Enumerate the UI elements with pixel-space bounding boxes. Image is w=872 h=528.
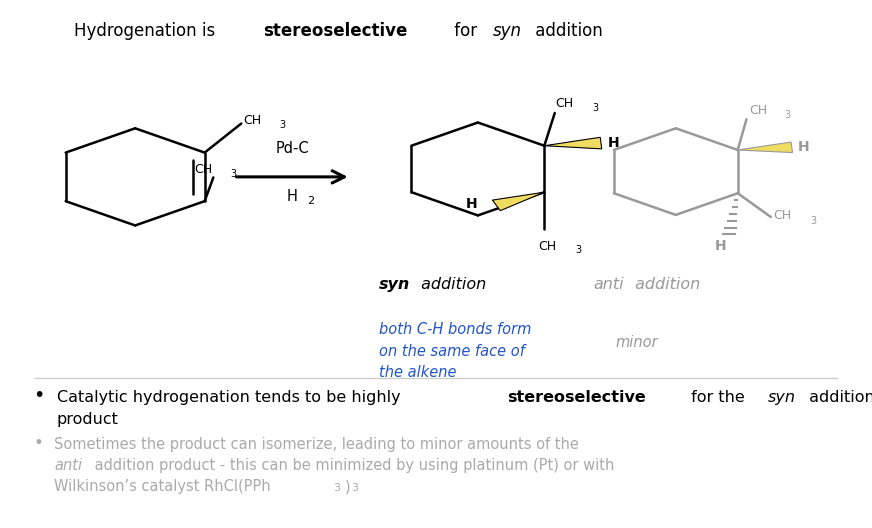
Text: Hydrogenation is: Hydrogenation is bbox=[74, 22, 221, 40]
Text: 3: 3 bbox=[810, 216, 816, 225]
Text: 3: 3 bbox=[784, 110, 790, 119]
Text: H: H bbox=[714, 239, 726, 253]
Text: ): ) bbox=[345, 479, 351, 494]
Text: for the: for the bbox=[685, 390, 750, 404]
Text: addition: addition bbox=[630, 277, 700, 291]
Text: CH: CH bbox=[538, 240, 556, 253]
Text: CH: CH bbox=[194, 163, 212, 176]
Text: 3: 3 bbox=[334, 483, 341, 493]
Text: minor: minor bbox=[616, 335, 657, 350]
Text: 2: 2 bbox=[307, 196, 314, 205]
Text: Pd-C: Pd-C bbox=[276, 142, 309, 156]
Text: for: for bbox=[449, 22, 483, 40]
Text: H: H bbox=[287, 189, 297, 204]
Text: addition: addition bbox=[416, 277, 487, 291]
Text: 3: 3 bbox=[231, 169, 237, 178]
Text: •: • bbox=[33, 434, 43, 452]
Text: CH: CH bbox=[749, 104, 767, 117]
Text: H: H bbox=[466, 197, 477, 211]
Text: syn: syn bbox=[379, 277, 411, 291]
Text: 3: 3 bbox=[575, 245, 581, 255]
Text: CH: CH bbox=[243, 115, 261, 127]
Text: Wilkinson’s catalyst RhCl(PPh: Wilkinson’s catalyst RhCl(PPh bbox=[54, 479, 270, 494]
Text: product: product bbox=[57, 412, 119, 427]
Text: 3: 3 bbox=[351, 483, 358, 493]
Text: addition product - this can be minimized by using platinum (Pt) or with: addition product - this can be minimized… bbox=[91, 458, 615, 473]
Text: 3: 3 bbox=[592, 103, 598, 112]
Text: addition: addition bbox=[530, 22, 603, 40]
Text: anti: anti bbox=[54, 458, 82, 473]
Text: syn: syn bbox=[493, 22, 521, 40]
Text: Sometimes the product can isomerize, leading to minor amounts of the: Sometimes the product can isomerize, lea… bbox=[54, 437, 579, 452]
Text: addition: addition bbox=[804, 390, 872, 404]
Text: H: H bbox=[798, 140, 809, 154]
Text: •: • bbox=[33, 386, 44, 406]
Text: anti: anti bbox=[593, 277, 623, 291]
Text: 3: 3 bbox=[280, 120, 286, 130]
Polygon shape bbox=[544, 137, 602, 149]
Text: CH: CH bbox=[555, 97, 574, 110]
Text: Catalytic hydrogenation tends to be highly: Catalytic hydrogenation tends to be high… bbox=[57, 390, 405, 404]
Text: CH: CH bbox=[773, 210, 792, 222]
Text: stereoselective: stereoselective bbox=[507, 390, 645, 404]
Text: stereoselective: stereoselective bbox=[263, 22, 407, 40]
Text: syn: syn bbox=[768, 390, 796, 404]
Text: both C-H bonds form
on the same face of
the alkene: both C-H bonds form on the same face of … bbox=[379, 322, 532, 380]
Polygon shape bbox=[738, 142, 793, 153]
Text: H: H bbox=[608, 136, 620, 150]
Polygon shape bbox=[493, 192, 544, 211]
